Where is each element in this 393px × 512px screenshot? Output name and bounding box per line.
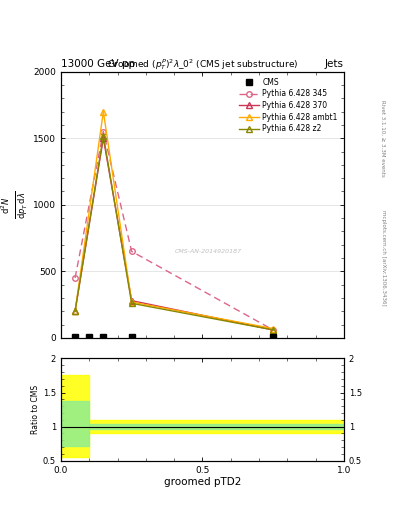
Text: Jets: Jets: [325, 59, 344, 69]
Title: Groomed $(p_T^P)^2\lambda\_0^2$ (CMS jet substructure): Groomed $(p_T^P)^2\lambda\_0^2$ (CMS jet…: [107, 57, 298, 72]
Text: mcplots.cern.ch [arXiv:1306.3436]: mcplots.cern.ch [arXiv:1306.3436]: [381, 210, 386, 306]
Pythia 6.428 z2: [101, 133, 106, 139]
Y-axis label: Ratio to CMS: Ratio to CMS: [31, 385, 40, 434]
CMS: [87, 334, 92, 340]
Pythia 6.428 ambt1: [101, 109, 106, 115]
Pythia 6.428 345: [101, 129, 106, 135]
CMS: [129, 334, 134, 340]
Pythia 6.428 ambt1: [129, 299, 134, 305]
Pythia 6.428 ambt1: [73, 308, 77, 314]
Text: CMS-AN-2014920187: CMS-AN-2014920187: [174, 249, 242, 254]
Line: Pythia 6.428 345: Pythia 6.428 345: [72, 129, 276, 333]
Pythia 6.428 345: [129, 248, 134, 254]
CMS: [271, 334, 275, 340]
Pythia 6.428 z2: [271, 327, 275, 333]
Pythia 6.428 ambt1: [271, 326, 275, 332]
Text: Rivet 3.1.10, ≥ 3.3M events: Rivet 3.1.10, ≥ 3.3M events: [381, 100, 386, 177]
Pythia 6.428 370: [73, 308, 77, 314]
Legend: CMS, Pythia 6.428 345, Pythia 6.428 370, Pythia 6.428 ambt1, Pythia 6.428 z2: CMS, Pythia 6.428 345, Pythia 6.428 370,…: [237, 75, 340, 136]
Line: Pythia 6.428 z2: Pythia 6.428 z2: [72, 133, 276, 333]
Text: 13000 GeV pp: 13000 GeV pp: [61, 59, 135, 69]
Pythia 6.428 z2: [73, 308, 77, 314]
Pythia 6.428 370: [129, 297, 134, 304]
Line: CMS: CMS: [72, 334, 276, 340]
Pythia 6.428 370: [101, 135, 106, 141]
CMS: [101, 334, 106, 340]
Line: Pythia 6.428 370: Pythia 6.428 370: [72, 136, 276, 333]
Pythia 6.428 z2: [129, 300, 134, 306]
X-axis label: groomed pTD2: groomed pTD2: [164, 477, 241, 487]
Y-axis label: $\mathrm{d}^2N$
$\overline{\mathrm{d}p_T\,\mathrm{d}\lambda}$: $\mathrm{d}^2N$ $\overline{\mathrm{d}p_T…: [0, 191, 30, 219]
Pythia 6.428 345: [73, 275, 77, 281]
Line: Pythia 6.428 ambt1: Pythia 6.428 ambt1: [72, 109, 276, 331]
Pythia 6.428 370: [271, 327, 275, 333]
CMS: [73, 334, 77, 340]
Pythia 6.428 345: [271, 327, 275, 333]
